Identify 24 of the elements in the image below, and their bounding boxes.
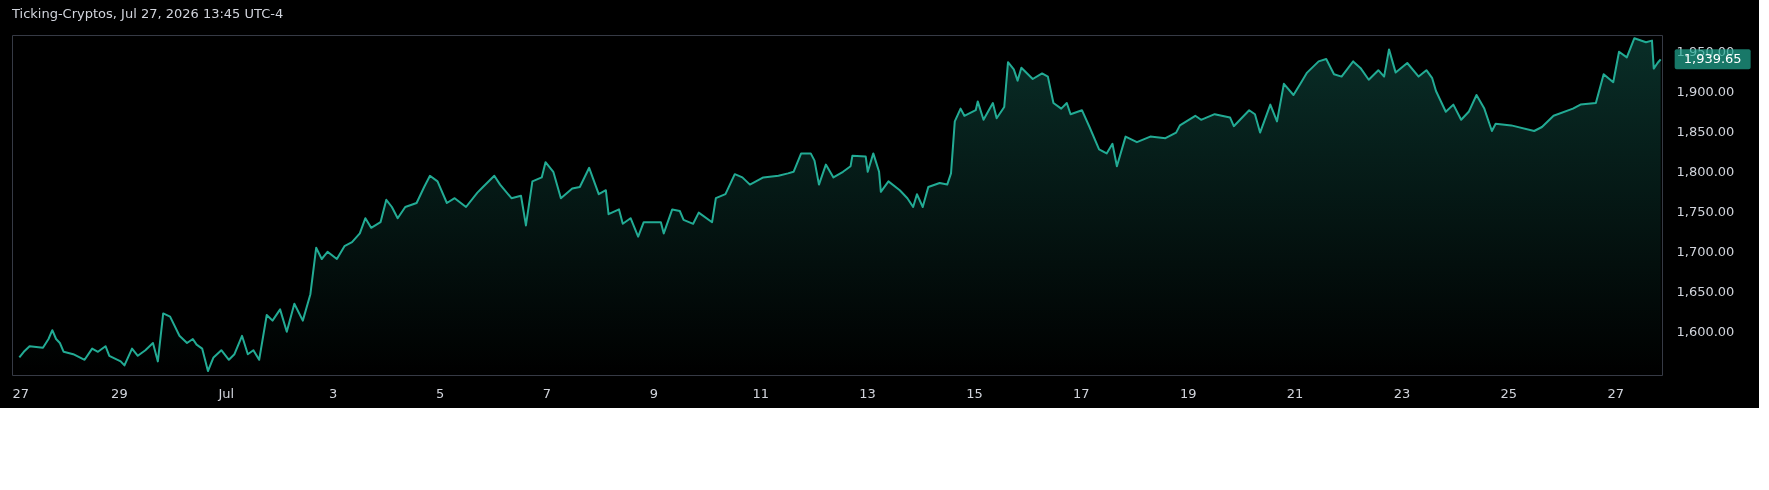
y-tick-label: 1,850.00 — [1676, 123, 1735, 139]
x-tick-label: 23 — [1393, 385, 1411, 401]
x-tick-label: 25 — [1500, 385, 1518, 401]
x-tick-label: 15 — [966, 385, 983, 401]
y-tick-label: 1,650.00 — [1676, 283, 1735, 299]
x-tick-label: 27 — [1607, 385, 1625, 401]
x-tick-label: Jul — [217, 385, 235, 401]
y-tick-label: 1,800.00 — [1676, 163, 1735, 179]
chart-title: Ticking-Cryptos, Jul 27, 2026 13:45 UTC-4 — [11, 6, 284, 21]
x-tick-label: 5 — [435, 385, 445, 401]
x-tick-label: 29 — [111, 385, 128, 401]
x-tick-label: 13 — [859, 385, 876, 401]
y-tick-label: 1,700.00 — [1676, 243, 1735, 259]
y-tick-label: 1,900.00 — [1676, 83, 1735, 99]
x-tick-label: 19 — [1179, 385, 1197, 401]
x-tick-label: 27 — [12, 385, 30, 401]
x-tick-label: 21 — [1286, 385, 1304, 401]
x-tick-label: 11 — [752, 385, 769, 401]
x-tick-label: 9 — [649, 385, 658, 401]
y-tick-label: 1,600.00 — [1676, 323, 1735, 339]
x-tick-label: 3 — [329, 385, 338, 401]
x-tick-label: 7 — [542, 385, 552, 401]
x-tick-label: 17 — [1073, 385, 1090, 401]
y-tick-label: 1,750.00 — [1676, 203, 1735, 219]
